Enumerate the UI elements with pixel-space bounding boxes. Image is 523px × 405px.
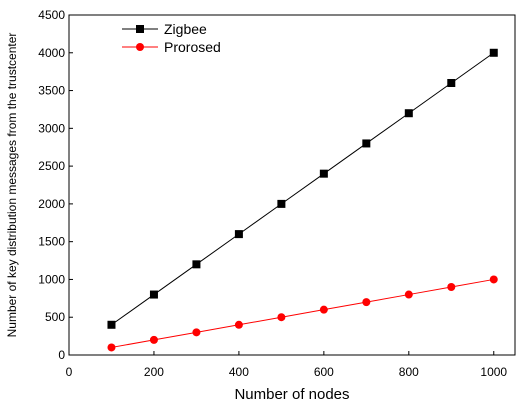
legend-frame xyxy=(117,18,233,58)
data-point xyxy=(447,79,456,87)
series-line xyxy=(111,278,494,348)
x-axis: 0 200 400 600 800 1000 xyxy=(66,351,507,379)
data-point xyxy=(404,109,413,118)
data-point xyxy=(362,139,371,148)
data-point xyxy=(447,283,456,291)
legend: Zigbee Prorosed xyxy=(117,18,233,58)
data-point xyxy=(107,343,116,352)
y-tick-label: 1500 xyxy=(38,235,65,249)
data-point xyxy=(489,275,498,284)
data-point xyxy=(149,335,158,344)
data-point xyxy=(277,199,286,208)
y-tick-label: 1000 xyxy=(38,272,65,286)
y-tick-label: 4000 xyxy=(38,46,65,60)
y-axis-title: Number of key distribution messages from… xyxy=(5,33,19,338)
data-point xyxy=(149,290,158,299)
data-point xyxy=(319,305,328,314)
data-point xyxy=(489,48,498,57)
data-point xyxy=(277,313,286,322)
data-point xyxy=(234,320,243,329)
y-axis: 0 500 1000 1500 2000 2500 3000 3500 4000 4500 xyxy=(38,8,73,362)
data-point xyxy=(234,230,243,239)
y-tick-label: 3500 xyxy=(38,84,65,98)
legend-marker xyxy=(136,43,144,51)
y-tick-label: 4500 xyxy=(38,8,65,22)
x-tick-label: 400 xyxy=(229,365,249,379)
legend-item-prorosed: Prorosed xyxy=(122,39,221,55)
data-point xyxy=(362,298,371,307)
series-line xyxy=(111,52,495,326)
y-tick-label: 3000 xyxy=(38,121,65,135)
data-point xyxy=(192,328,201,337)
x-tick-label: 1000 xyxy=(480,365,507,379)
x-tick-label: 800 xyxy=(399,365,419,379)
x-tick-label: 200 xyxy=(144,365,164,379)
data-point xyxy=(107,320,116,329)
y-tick-label: 2500 xyxy=(38,159,65,173)
y-tick-label: 2000 xyxy=(38,197,65,211)
legend-marker xyxy=(136,25,144,33)
x-tick-label: 0 xyxy=(66,365,73,379)
x-axis-title: Number of nodes xyxy=(234,386,349,403)
series-prorosed xyxy=(107,275,498,352)
legend-label: Prorosed xyxy=(164,39,221,55)
legend-label: Zigbee xyxy=(164,21,207,37)
data-point xyxy=(319,169,328,178)
series-layer xyxy=(107,48,498,352)
series-zigbee xyxy=(107,48,498,329)
y-tick-label: 500 xyxy=(45,310,65,324)
y-tick-label: 0 xyxy=(58,348,65,362)
plot-frame xyxy=(68,14,516,356)
data-point xyxy=(192,260,201,269)
data-point xyxy=(404,290,413,299)
legend-item-zigbee: Zigbee xyxy=(122,21,207,37)
x-tick-label: 600 xyxy=(314,365,334,379)
